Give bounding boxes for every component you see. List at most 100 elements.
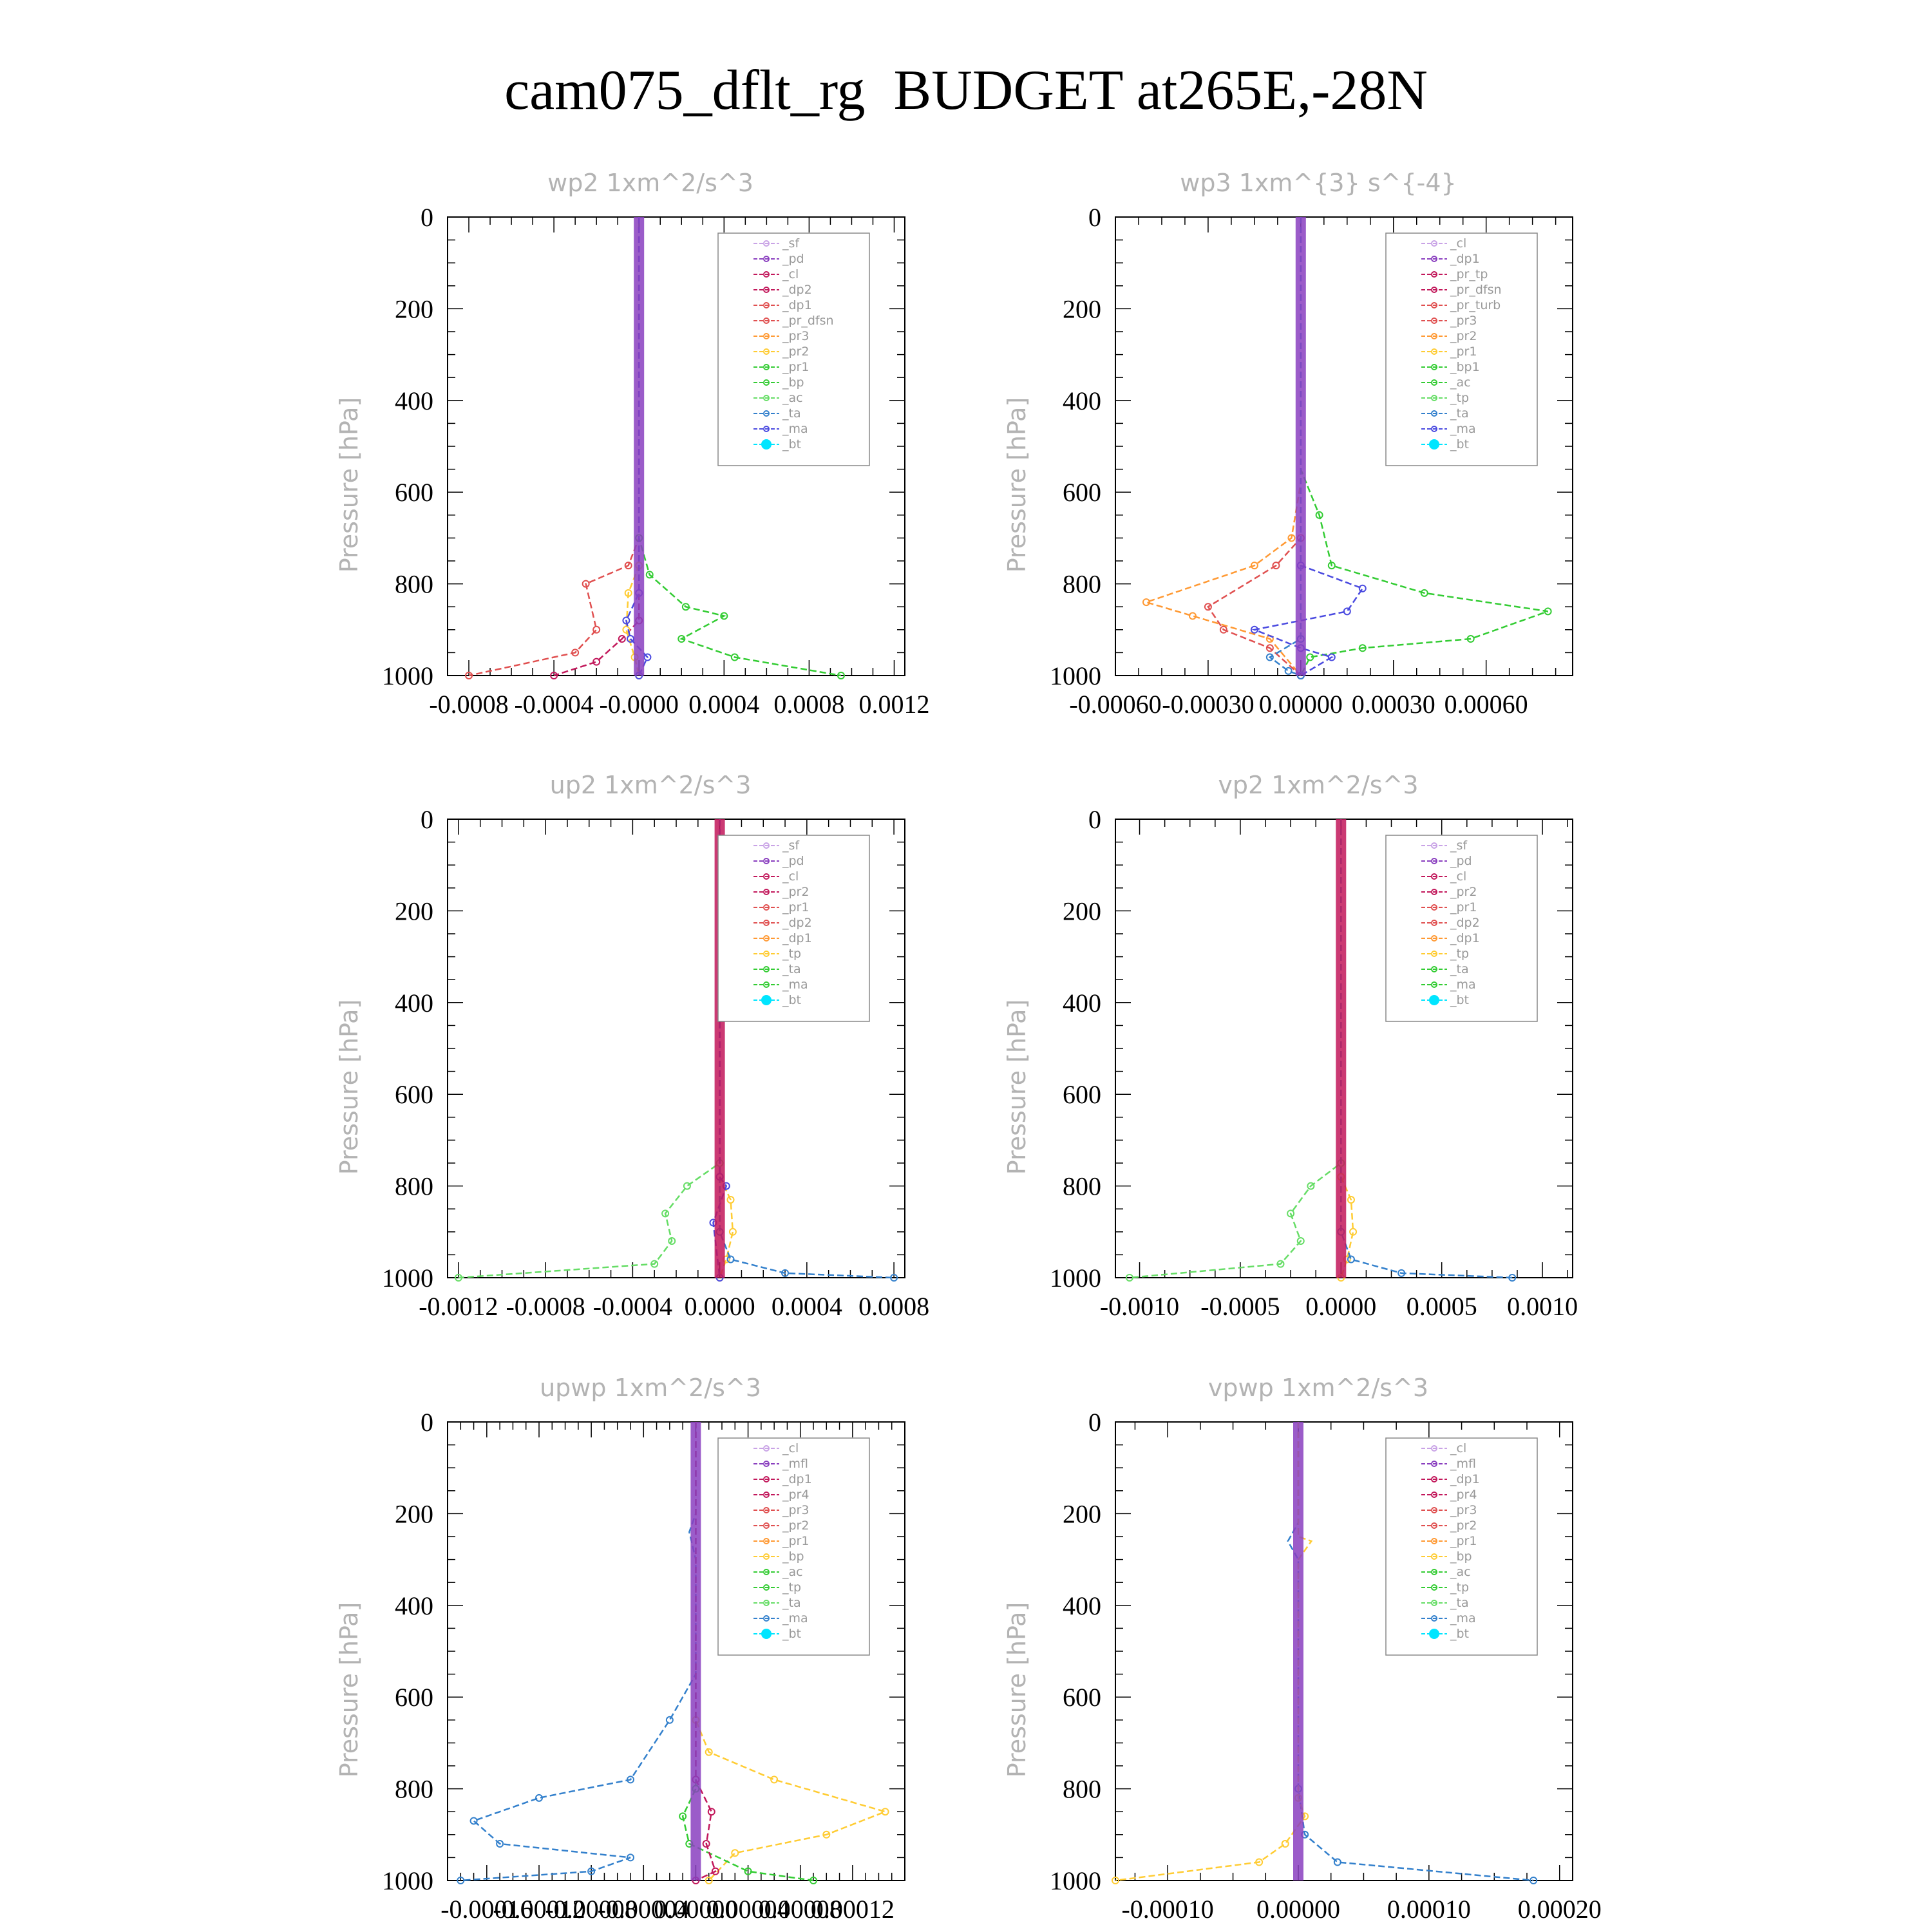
legend-label: _tp [1450, 391, 1469, 405]
y-axis-label: Pressure [hPa] [1003, 1602, 1031, 1778]
series-point [627, 1776, 634, 1784]
series-point [720, 612, 728, 620]
legend-marker [763, 1569, 770, 1575]
y-tick-label: 200 [1063, 294, 1101, 323]
series-point [1272, 562, 1280, 570]
x-tick-label: 0.00060 [1444, 690, 1528, 719]
legend-label: _mfl [1450, 1457, 1476, 1471]
legend-marker [763, 920, 770, 926]
legend-marker [1431, 1615, 1437, 1622]
legend-label: _mfl [782, 1457, 808, 1471]
legend-label: _dp1 [782, 298, 812, 312]
legend-marker [763, 904, 770, 911]
series-point [1307, 1182, 1315, 1190]
legend-label: _bt [1450, 437, 1469, 451]
legend-label: _tp [782, 1580, 801, 1595]
x-tick-label: 0.00010 [1387, 1895, 1471, 1924]
x-tick-label: 0.00000 [1259, 690, 1343, 719]
x-tick-label: 0.00012 [811, 1895, 895, 1924]
y-tick-label: 400 [395, 989, 433, 1018]
legend-label: _dp1 [1450, 1472, 1480, 1486]
legend-marker [1431, 302, 1437, 308]
legend-label: _ma [1450, 422, 1476, 436]
x-tick-label: 0.0000 [685, 1292, 755, 1321]
x-tick-label: -0.0005 [1200, 1292, 1280, 1321]
y-tick-label: 0 [421, 805, 433, 834]
series-point [592, 658, 601, 666]
legend-label: _pr4 [782, 1488, 809, 1502]
legend-label: _pr1 [1450, 900, 1477, 914]
x-tick-label: 0.00000 [1256, 1895, 1340, 1924]
series-point [837, 672, 845, 679]
legend-marker [763, 1522, 770, 1529]
x-tick-label: -0.00030 [1162, 690, 1254, 719]
legend-label: _cl [1450, 869, 1466, 884]
x-tick-label: -0.0004 [514, 690, 593, 719]
series-point [726, 1195, 735, 1204]
legend-label: _ma [782, 422, 808, 436]
legend-label: _ta [782, 406, 801, 421]
legend-label: _pd [1450, 854, 1472, 868]
legend-label: _tp [1450, 947, 1469, 961]
y-tick-label: 0 [421, 1408, 433, 1437]
legend-marker [763, 287, 770, 293]
legend-label: _pr2 [1450, 885, 1477, 899]
series-point [665, 1716, 674, 1724]
legend-label: _dp1 [1450, 252, 1480, 266]
series-point [469, 1817, 478, 1825]
y-tick-label: 0 [1088, 203, 1101, 232]
legend-box [717, 835, 870, 1022]
series-point [1265, 653, 1274, 661]
legend-label: _ac [1450, 375, 1471, 390]
series-point [1343, 607, 1351, 616]
legend-marker [763, 426, 770, 432]
legend-label: _ma [1450, 978, 1476, 992]
series-point [1284, 667, 1293, 675]
legend-marker [763, 302, 770, 308]
y-tick-label: 600 [1063, 478, 1101, 507]
y-axis-label: Pressure [hPa] [335, 999, 363, 1175]
series-point [1315, 511, 1323, 519]
legend-label: _ac [782, 391, 803, 405]
legend-marker [1431, 904, 1437, 911]
legend-label: _bt [782, 1627, 801, 1641]
legend-marker [763, 858, 770, 864]
legend-marker [1431, 333, 1437, 339]
legend-marker [763, 981, 770, 988]
series-line-bp1 [1300, 217, 1549, 676]
x-tick-label: -0.00008 [545, 1895, 637, 1924]
y-tick-label: 400 [395, 1591, 433, 1620]
series-point [1327, 653, 1336, 661]
y-tick-label: 400 [1063, 989, 1101, 1018]
series-point [1544, 607, 1552, 616]
chart-panel-1: wp2 1xm^2/s^3 Pressure [hPa] 0 200 400 600 800… [335, 169, 929, 719]
legend-label: _ma [782, 1611, 808, 1625]
legend-marker [1431, 271, 1437, 278]
legend-label: _pr_dfsn [1450, 283, 1502, 297]
series-point [592, 625, 601, 634]
series-point [457, 1877, 465, 1884]
legend-marker [763, 395, 770, 401]
x-tick-label: -0.00012 [493, 1895, 585, 1924]
x-tick-label: 0.0012 [858, 690, 929, 719]
x-tick-label: -0.0008 [506, 1292, 585, 1321]
series-point [730, 653, 739, 661]
y-axis-label: Pressure [hPa] [1003, 999, 1031, 1175]
x-tick-label: 0.00008 [759, 1895, 842, 1924]
legend-label: _ma [1450, 1611, 1476, 1625]
legend-label: _cl [782, 1441, 799, 1455]
series-point [881, 1808, 889, 1816]
series-line-tp [460, 1422, 697, 1882]
y-tick-label: 800 [395, 570, 433, 599]
legend-marker [1431, 935, 1437, 942]
y-tick-label: 1000 [382, 661, 433, 690]
series-point [587, 1867, 596, 1875]
y-tick-label: 0 [421, 203, 433, 232]
legend-marker [1431, 951, 1437, 957]
legend-label: _tp [1450, 1580, 1469, 1595]
legend-label: _pr2 [782, 345, 809, 359]
series-point [770, 1776, 779, 1784]
y-tick-label: 800 [1063, 1775, 1101, 1804]
series-point [810, 1877, 817, 1884]
series-point [1306, 653, 1314, 661]
